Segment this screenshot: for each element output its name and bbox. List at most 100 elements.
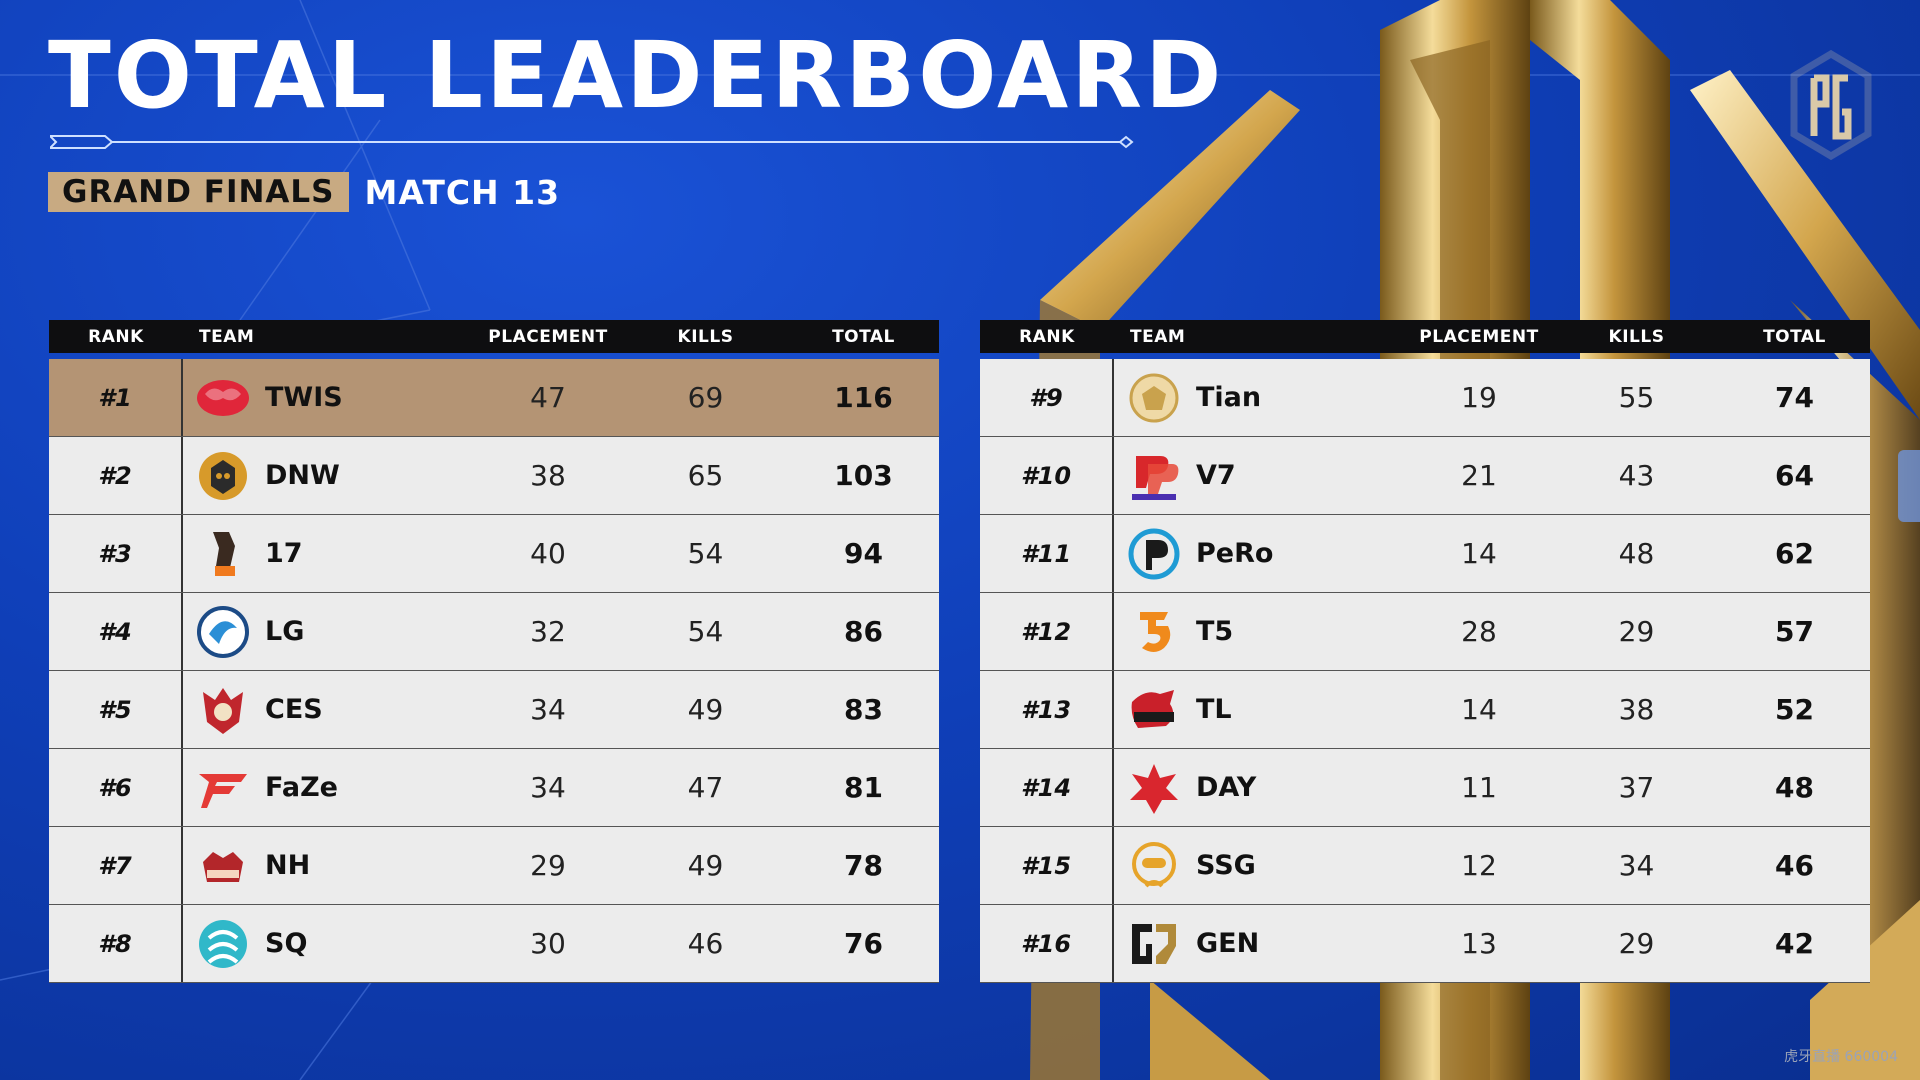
rank-cell: #8	[49, 905, 183, 982]
side-panel-tab[interactable]	[1898, 450, 1920, 522]
leaderboard-right: RANK TEAM PLACEMENT KILLS TOTAL #9 Tian …	[980, 320, 1870, 983]
total-cell: 48	[1775, 771, 1814, 804]
17gaming-logo-icon	[195, 526, 251, 582]
team-cell: PeRo	[1114, 515, 1404, 592]
sq-logo-icon	[195, 916, 251, 972]
kills-cell: 49	[687, 849, 724, 882]
team-name: TL	[1196, 694, 1232, 725]
team-name: CES	[265, 694, 323, 725]
rank-cell: #10	[980, 437, 1114, 514]
match-label: MATCH 13	[364, 172, 561, 212]
rank-cell: #15	[980, 827, 1114, 904]
table-row: #15 SSG 12 34 46	[980, 827, 1870, 905]
watermark: 虎牙直播 660004	[1784, 1049, 1898, 1065]
column-rank: RANK	[1019, 326, 1075, 347]
lg-logo-icon	[195, 604, 251, 660]
pgc-logo-icon	[1790, 49, 1872, 161]
table-row: #9 Tian 19 55 74	[980, 359, 1870, 437]
stage-badge-row: GRAND FINALS MATCH 13	[48, 172, 560, 212]
total-cell: 81	[844, 771, 883, 804]
rank-cell: #1	[49, 359, 183, 436]
tl-logo-icon	[1126, 682, 1182, 738]
rank-cell: #3	[49, 515, 183, 592]
kills-cell: 38	[1618, 693, 1655, 726]
kills-cell: 54	[687, 615, 724, 648]
kills-cell: 29	[1618, 615, 1655, 648]
placement-cell: 34	[530, 771, 566, 804]
team-name: TWIS	[265, 382, 343, 413]
team-cell: 17	[183, 515, 473, 592]
day-logo-icon	[1126, 760, 1182, 816]
kills-cell: 43	[1618, 459, 1655, 492]
table-row: #12 T5 28 29 57	[980, 593, 1870, 671]
t5-logo-icon	[1126, 604, 1182, 660]
team-name: GEN	[1196, 928, 1260, 959]
rank-cell: #13	[980, 671, 1114, 748]
kills-cell: 48	[1618, 537, 1655, 570]
total-cell: 52	[1775, 693, 1814, 726]
page-title: TOTAL LEADERBOARD	[48, 22, 1225, 129]
total-cell: 116	[834, 381, 893, 414]
kills-cell: 29	[1618, 927, 1655, 960]
table-row: #8 SQ 30 46 76	[49, 905, 939, 983]
leaderboard-left: RANK TEAM PLACEMENT KILLS TOTAL #1 TWIS …	[49, 320, 939, 983]
placement-cell: 32	[530, 615, 566, 648]
ces-logo-icon	[195, 682, 251, 738]
team-cell: CES	[183, 671, 473, 748]
total-cell: 42	[1775, 927, 1814, 960]
column-kills: KILLS	[1608, 326, 1665, 347]
placement-cell: 14	[1461, 693, 1497, 726]
team-cell: DAY	[1114, 749, 1404, 826]
team-cell: V7	[1114, 437, 1404, 514]
total-cell: 76	[844, 927, 883, 960]
table-row: #3 17 40 54 94	[49, 515, 939, 593]
placement-cell: 12	[1461, 849, 1497, 882]
column-kills: KILLS	[677, 326, 734, 347]
rank-cell: #16	[980, 905, 1114, 982]
team-cell: Tian	[1114, 359, 1404, 436]
total-cell: 78	[844, 849, 883, 882]
dnw-logo-icon	[195, 448, 251, 504]
table-header: RANK TEAM PLACEMENT KILLS TOTAL	[49, 320, 939, 353]
table-row: #13 TL 14 38 52	[980, 671, 1870, 749]
team-cell: SQ	[183, 905, 473, 982]
team-cell: TL	[1114, 671, 1404, 748]
placement-cell: 14	[1461, 537, 1497, 570]
placement-cell: 29	[530, 849, 566, 882]
team-name: SQ	[265, 928, 308, 959]
table-row: #6 FaZe 34 47 81	[49, 749, 939, 827]
total-cell: 62	[1775, 537, 1814, 570]
table-row: #7 NH 29 49 78	[49, 827, 939, 905]
rank-cell: #6	[49, 749, 183, 826]
team-name: FaZe	[265, 772, 338, 803]
team-cell: SSG	[1114, 827, 1404, 904]
total-cell: 86	[844, 615, 883, 648]
kills-cell: 47	[687, 771, 724, 804]
gen-logo-icon	[1126, 916, 1182, 972]
team-name: DNW	[265, 460, 340, 491]
kills-cell: 46	[687, 927, 724, 960]
faze-logo-icon	[195, 760, 251, 816]
team-name: T5	[1196, 616, 1234, 647]
total-cell: 64	[1775, 459, 1814, 492]
column-total: TOTAL	[832, 326, 895, 347]
team-cell: LG	[183, 593, 473, 670]
pero-logo-icon	[1126, 526, 1182, 582]
team-cell: GEN	[1114, 905, 1404, 982]
team-name: SSG	[1196, 850, 1256, 881]
column-placement: PLACEMENT	[1419, 326, 1539, 347]
table-row: #4 LG 32 54 86	[49, 593, 939, 671]
table-header: RANK TEAM PLACEMENT KILLS TOTAL	[980, 320, 1870, 353]
placement-cell: 13	[1461, 927, 1497, 960]
placement-cell: 28	[1461, 615, 1497, 648]
placement-cell: 40	[530, 537, 566, 570]
team-cell: T5	[1114, 593, 1404, 670]
table-row: #16 GEN 13 29 42	[980, 905, 1870, 983]
team-cell: FaZe	[183, 749, 473, 826]
team-cell: DNW	[183, 437, 473, 514]
team-cell: TWIS	[183, 359, 473, 436]
rank-cell: #12	[980, 593, 1114, 670]
kills-cell: 65	[687, 459, 724, 492]
nh-logo-icon	[195, 838, 251, 894]
placement-cell: 38	[530, 459, 566, 492]
